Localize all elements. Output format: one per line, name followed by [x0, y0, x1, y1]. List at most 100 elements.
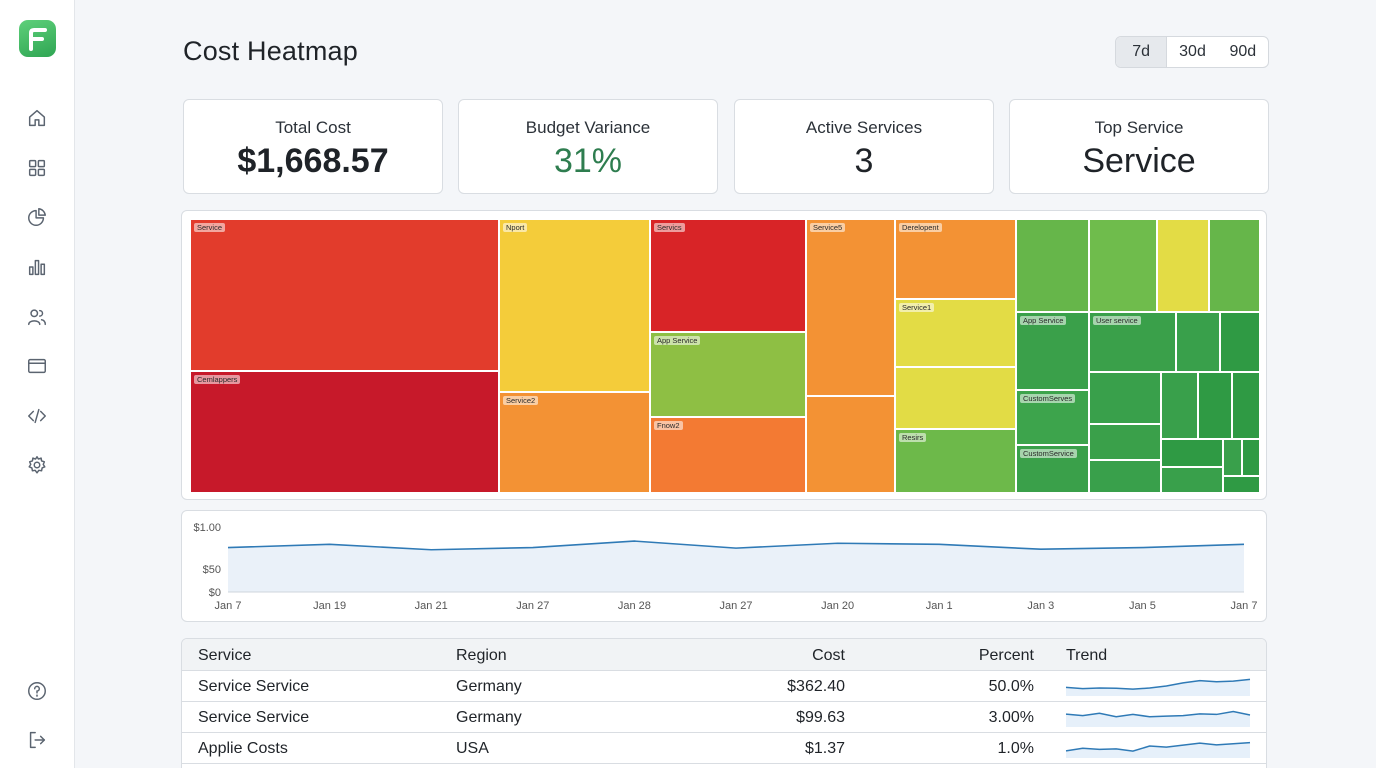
x-tick-label: Jan 3 [1027, 600, 1054, 612]
browser-window-icon[interactable] [24, 353, 50, 379]
cell-percent: 50.0% [988, 678, 1034, 695]
kpi-label: Budget Variance [525, 118, 651, 137]
range-90d-button[interactable]: 90d [1229, 43, 1257, 60]
treemap-cell[interactable] [1157, 219, 1209, 312]
treemap-cell[interactable]: CustomServes [1016, 390, 1089, 445]
treemap-cell-label: Service5 [810, 223, 846, 232]
treemap-cell[interactable]: Service2 [499, 392, 650, 493]
kpi-active-services: Active Services 3 [734, 99, 994, 194]
kpi-label: Total Cost [275, 118, 351, 137]
treemap-cell[interactable] [1209, 219, 1260, 312]
treemap-cell[interactable] [895, 367, 1016, 429]
app-logo[interactable] [19, 20, 56, 57]
grid-icon[interactable] [24, 155, 50, 181]
treemap-cell-label: User service [1093, 316, 1141, 325]
cell-service: Service Service [198, 678, 310, 695]
x-tick-label: Jan 27 [516, 600, 549, 612]
treemap-cell[interactable]: Servics [650, 219, 806, 332]
treemap-cell[interactable]: Service1 [895, 299, 1016, 367]
treemap-cell[interactable] [1198, 372, 1232, 439]
y-tick-label: $1.00 [193, 522, 221, 534]
table-header: Service Region Cost Percent Trend [182, 639, 1266, 671]
service-cost-table: Service Region Cost Percent Trend Servic… [181, 638, 1267, 768]
treemap-cell[interactable]: Service5 [806, 219, 895, 396]
treemap-cell[interactable]: Resirs [895, 429, 1016, 493]
treemap-cell[interactable] [1089, 424, 1161, 460]
treemap-cell[interactable] [1016, 219, 1089, 312]
treemap-cell[interactable] [1161, 439, 1223, 467]
x-tick-label: Jan 27 [719, 600, 752, 612]
treemap-cell-label: Servics [654, 223, 685, 232]
treemap-cell[interactable]: Cemlappers [190, 371, 499, 493]
column-header-service[interactable]: Service [198, 647, 252, 664]
logout-icon[interactable] [24, 727, 50, 753]
trend-area [228, 541, 1244, 592]
treemap-cell[interactable]: Service [190, 219, 499, 371]
kpi-value: 31% [553, 142, 623, 180]
treemap-cell[interactable] [1089, 460, 1161, 493]
kpi-top-service: Top Service Service [1009, 99, 1269, 194]
range-30d-button[interactable]: 30d [1179, 43, 1206, 60]
treemap-cell[interactable]: CustomService [1016, 445, 1089, 493]
cell-service: Service Service [198, 709, 310, 726]
cell-cost: $362.40 [787, 678, 845, 695]
treemap-cell[interactable]: Derelopent [895, 219, 1016, 299]
sidebar [0, 0, 75, 768]
treemap-cell[interactable]: App Service [650, 332, 806, 417]
table-row[interactable]: Applie Costs USA $1.37 1.0% [182, 733, 1266, 764]
pie-chart-icon[interactable] [24, 204, 50, 230]
column-header-percent[interactable]: Percent [978, 647, 1034, 664]
treemap-cell-label: Nport [503, 223, 528, 232]
cost-treemap-panel: Service Cemlappers Nport Service2 Servics App… [181, 210, 1267, 500]
sparkline-area [1066, 742, 1250, 758]
treemap-cell-label: CustomServes [1020, 394, 1076, 403]
treemap-cell[interactable]: Fnow2 [650, 417, 806, 493]
column-header-region[interactable]: Region [456, 647, 507, 664]
treemap-cell[interactable]: Nport [499, 219, 650, 392]
gear-icon[interactable] [24, 452, 50, 478]
bar-chart-icon[interactable] [24, 254, 50, 280]
trend-sparkline [1065, 710, 1251, 727]
cost-treemap: Service Cemlappers Nport Service2 Servics App… [190, 219, 1260, 493]
x-tick-label: Jan 19 [313, 600, 346, 612]
treemap-cell[interactable] [1161, 372, 1198, 439]
cell-percent: 3.00% [988, 709, 1034, 726]
treemap-cell[interactable] [1089, 372, 1161, 424]
x-tick-label: Jan 1 [926, 600, 953, 612]
treemap-cell[interactable] [1223, 439, 1242, 476]
page-title: Cost Heatmap [183, 36, 358, 66]
x-tick-label: Jan 7 [1231, 600, 1258, 612]
help-icon[interactable] [24, 678, 50, 704]
treemap-cell[interactable]: User service [1089, 312, 1176, 372]
trend-sparkline [1065, 678, 1251, 696]
treemap-cell[interactable] [806, 396, 895, 493]
sparkline-line [1065, 678, 1251, 690]
treemap-cell[interactable]: App Service [1016, 312, 1089, 390]
column-header-cost[interactable]: Cost [812, 647, 845, 664]
treemap-cell[interactable] [1220, 312, 1260, 372]
treemap-cell[interactable] [1089, 219, 1157, 312]
kpi-label: Top Service [1094, 118, 1184, 137]
treemap-cell[interactable] [1161, 467, 1223, 493]
code-icon[interactable] [24, 403, 50, 429]
time-range-toggle: 7d 30d 90d [1115, 36, 1269, 68]
table-row[interactable]: Service Service Germany $362.40 50.0% [182, 671, 1266, 702]
cell-percent: 1.0% [997, 740, 1034, 757]
users-icon[interactable] [24, 304, 50, 330]
x-tick-label: Jan 21 [415, 600, 448, 612]
cost-trend-panel: $1.00 $50 $0 Jan 7 Jan 19 Jan 21 Jan 27 Jan 28 J… [181, 510, 1267, 622]
treemap-cell[interactable] [1176, 312, 1220, 372]
treemap-cell[interactable] [1232, 372, 1260, 439]
home-icon[interactable] [24, 105, 50, 131]
cell-cost: $99.63 [796, 709, 845, 726]
cell-cost: $1.37 [804, 740, 845, 757]
kpi-value: Service [1082, 142, 1196, 180]
treemap-cell[interactable] [1223, 476, 1260, 493]
y-tick-label: $0 [209, 587, 221, 599]
sparkline-line [1065, 741, 1251, 752]
x-tick-label: Jan 20 [821, 600, 854, 612]
cell-service: Applie Costs [198, 740, 288, 757]
treemap-cell[interactable] [1242, 439, 1260, 476]
table-row[interactable]: Service Service Germany $99.63 3.00% [182, 702, 1266, 733]
range-7d-button[interactable]: 7d [1116, 37, 1168, 67]
